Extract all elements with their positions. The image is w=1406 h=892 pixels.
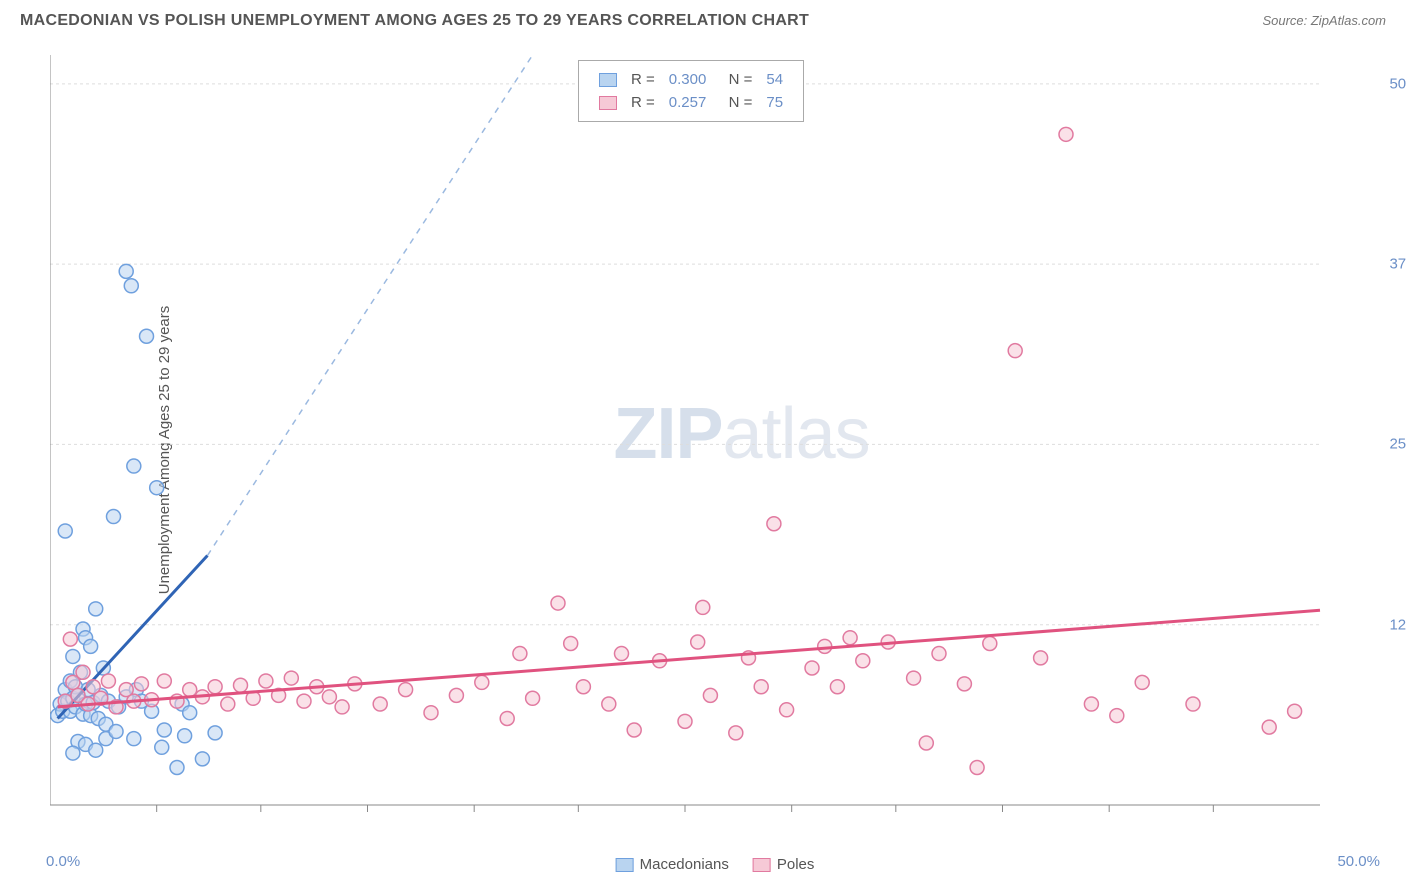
data-point <box>155 740 169 754</box>
legend-row: R =0.300 N =54 <box>593 69 789 90</box>
data-point <box>551 596 565 610</box>
data-point <box>475 675 489 689</box>
data-point <box>208 726 222 740</box>
data-point <box>297 694 311 708</box>
data-point <box>729 726 743 740</box>
data-point <box>178 729 192 743</box>
data-point <box>1135 675 1149 689</box>
data-point <box>66 746 80 760</box>
data-point <box>780 703 794 717</box>
scatter-plot <box>50 55 1380 845</box>
data-point <box>856 654 870 668</box>
x-axis-max-label: 50.0% <box>1337 853 1380 870</box>
data-point <box>84 639 98 653</box>
data-point <box>63 632 77 646</box>
data-point <box>127 459 141 473</box>
data-point <box>576 680 590 694</box>
data-point <box>678 714 692 728</box>
data-point <box>157 674 171 688</box>
data-point <box>843 631 857 645</box>
legend-row: R =0.257 N =75 <box>593 92 789 113</box>
data-point <box>500 711 514 725</box>
data-point <box>107 510 121 524</box>
chart-title: MACEDONIAN VS POLISH UNEMPLOYMENT AMONG … <box>20 12 809 30</box>
source-label: Source: ZipAtlas.com <box>1262 13 1386 28</box>
data-point <box>1034 651 1048 665</box>
data-point <box>627 723 641 737</box>
legend-item: Poles <box>753 856 815 873</box>
data-point <box>1288 704 1302 718</box>
data-point <box>1186 697 1200 711</box>
data-point <box>449 688 463 702</box>
data-point <box>134 677 148 691</box>
data-point <box>691 635 705 649</box>
x-axis-min-label: 0.0% <box>46 853 80 870</box>
data-point <box>526 691 540 705</box>
y-tick-label: 25.0% <box>1389 436 1406 453</box>
data-point <box>101 674 115 688</box>
data-point <box>234 678 248 692</box>
data-point <box>970 761 984 775</box>
data-point <box>830 680 844 694</box>
data-point <box>170 761 184 775</box>
y-tick-label: 12.5% <box>1389 616 1406 633</box>
data-point <box>89 743 103 757</box>
data-point <box>119 264 133 278</box>
data-point <box>1059 127 1073 141</box>
data-point <box>1110 709 1124 723</box>
data-point <box>183 683 197 697</box>
y-tick-label: 37.5% <box>1389 256 1406 273</box>
data-point <box>259 674 273 688</box>
data-point <box>919 736 933 750</box>
data-point <box>602 697 616 711</box>
data-point <box>907 671 921 685</box>
data-point <box>221 697 235 711</box>
data-point <box>1008 344 1022 358</box>
data-point <box>157 723 171 737</box>
legend-correlation-box: R =0.300 N =54R =0.257 N =75 <box>578 60 804 122</box>
data-point <box>124 279 138 293</box>
legend-series: Macedonians Poles <box>616 856 815 873</box>
data-point <box>805 661 819 675</box>
data-point <box>696 600 710 614</box>
data-point <box>767 517 781 531</box>
data-point <box>183 706 197 720</box>
data-point <box>754 680 768 694</box>
data-point <box>983 636 997 650</box>
data-point <box>513 647 527 661</box>
data-point <box>322 690 336 704</box>
data-point <box>1262 720 1276 734</box>
trend-line-extension <box>207 55 532 555</box>
data-point <box>1084 697 1098 711</box>
data-point <box>424 706 438 720</box>
data-point <box>58 524 72 538</box>
data-point <box>703 688 717 702</box>
data-point <box>150 481 164 495</box>
data-point <box>127 732 141 746</box>
chart-area: Unemployment Among Ages 25 to 29 years Z… <box>50 55 1380 845</box>
data-point <box>109 724 123 738</box>
data-point <box>564 636 578 650</box>
data-point <box>195 752 209 766</box>
data-point <box>284 671 298 685</box>
y-tick-label: 50.0% <box>1389 75 1406 92</box>
data-point <box>957 677 971 691</box>
data-point <box>140 329 154 343</box>
data-point <box>208 680 222 694</box>
data-point <box>399 683 413 697</box>
data-point <box>615 647 629 661</box>
data-point <box>932 647 946 661</box>
legend-item: Macedonians <box>616 856 729 873</box>
data-point <box>335 700 349 714</box>
data-point <box>66 649 80 663</box>
data-point <box>76 665 90 679</box>
data-point <box>89 602 103 616</box>
data-point <box>373 697 387 711</box>
